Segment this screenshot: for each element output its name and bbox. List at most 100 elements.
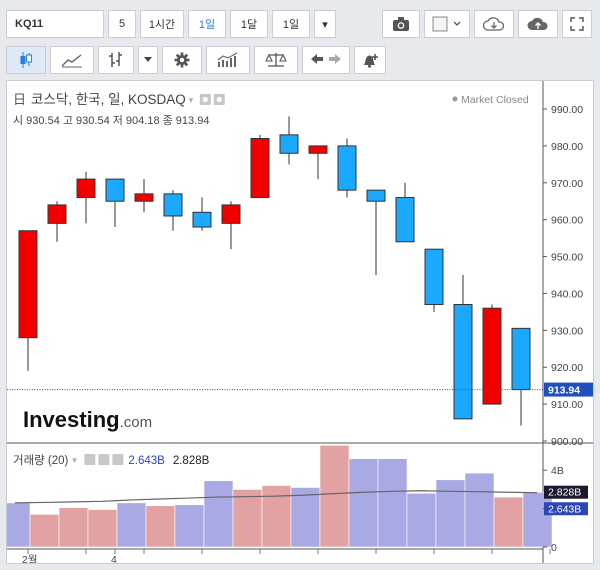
interval-label: 5	[118, 18, 126, 30]
price-tick-label: 990.00	[551, 104, 583, 116]
candle-body	[482, 307, 502, 405]
price-tick-label: 910.00	[551, 399, 583, 411]
interval-label: 1일	[198, 19, 216, 31]
gear-icon	[174, 52, 190, 68]
candle-body	[250, 138, 270, 199]
volume-bar	[232, 489, 263, 548]
line-type-button[interactable]	[50, 46, 94, 74]
ohlc-values: 시 930.54 고 930.54 저 904.18 종 913.94	[13, 114, 209, 127]
area-chart-icon	[61, 54, 82, 68]
price-tick-label: 980.00	[551, 141, 583, 153]
volume-bar	[174, 504, 205, 548]
candle-body	[395, 197, 415, 243]
title-glyph-icon: 日	[13, 92, 26, 107]
candle-body	[308, 145, 328, 154]
volume-bar	[522, 491, 553, 548]
volume-bar	[145, 505, 176, 548]
market-status: Market Closed	[461, 94, 529, 106]
price-tick-label: 970.00	[551, 178, 583, 190]
price-tick-label: 900.00	[551, 436, 583, 448]
candle-body	[105, 178, 125, 202]
indicators-icon	[217, 52, 238, 67]
tools-toolbar	[6, 44, 594, 76]
snapshot-button[interactable]	[382, 10, 420, 38]
bell-plus-icon	[364, 54, 378, 68]
alert-button[interactable]	[354, 46, 386, 74]
market-status-dot	[452, 96, 458, 102]
price-chart[interactable]: 900.00 910.00 920.00 930.00 940.00 950.00 960.…	[0, 81, 593, 566]
volume-bar	[29, 514, 60, 548]
candle-body	[76, 178, 96, 199]
bar-type-button[interactable]	[98, 46, 134, 74]
volume-bar	[464, 472, 495, 548]
interval-button-1d-alt[interactable]: 1일	[272, 10, 310, 38]
fullscreen-icon	[570, 17, 584, 31]
indicators-button[interactable]	[206, 46, 250, 74]
candle-body	[424, 248, 444, 306]
investing-logo-suffix: .com	[120, 414, 153, 431]
ma-value-badge	[544, 485, 588, 499]
camera-icon	[393, 17, 409, 31]
candle-body	[279, 134, 299, 154]
volume-bar	[290, 487, 321, 548]
volume-bar	[377, 458, 408, 548]
volume-bar	[261, 485, 292, 548]
cloud-download-button[interactable]	[474, 10, 514, 38]
volume-value-badge	[544, 502, 588, 516]
symbol-input[interactable]: KQ11	[6, 10, 104, 38]
investing-logo: Investing	[23, 407, 120, 432]
interval-label: 1시간	[148, 19, 176, 31]
interval-button-1h[interactable]: 1시간	[140, 10, 184, 38]
volume-value-label: 2.643B	[548, 503, 581, 515]
compare-button[interactable]	[254, 46, 298, 74]
eye-icon-pupil	[202, 96, 208, 103]
price-tick-label: 960.00	[551, 215, 583, 227]
candle-body	[18, 230, 38, 339]
title-chevron-down-icon: ▾	[189, 95, 194, 105]
price-tick-label: 940.00	[551, 288, 583, 300]
candle-body	[366, 189, 386, 202]
price-tick-label: 950.00	[551, 252, 583, 264]
chart-panel: 900.00 910.00 920.00 930.00 940.00 950.00 960.…	[0, 80, 594, 566]
candle-body	[221, 204, 241, 224]
volume-bar	[493, 496, 524, 548]
gear-icon	[98, 454, 110, 465]
close-icon	[112, 454, 124, 465]
volume-bar	[116, 502, 147, 548]
volume-tick-label: 0	[551, 542, 557, 554]
x-tick-label: 4	[111, 554, 117, 563]
candle-body	[511, 327, 531, 391]
candle-body	[47, 204, 67, 224]
ohlc-bar-icon	[109, 52, 122, 67]
candle-body	[453, 304, 473, 420]
candle-body	[163, 193, 183, 217]
fullscreen-button[interactable]	[562, 10, 592, 38]
volume-bar	[435, 479, 466, 548]
settings-button[interactable]	[162, 46, 202, 74]
interval-button-1d[interactable]: 1일	[188, 10, 226, 38]
chart-title: 코스닥, 한국, 일, KOSDAQ	[31, 92, 186, 107]
volume-bar	[348, 458, 379, 548]
top-toolbar: KQ11 5 1시간 1일 1달 1일 ▾	[6, 8, 594, 40]
gear-icon-center	[216, 96, 222, 103]
chevron-down-icon: ▾	[322, 18, 328, 31]
cloud-upload-button[interactable]	[518, 10, 558, 38]
x-tick-label: 2월	[22, 554, 38, 563]
volume-bar	[0, 502, 31, 548]
chart-type-dropdown[interactable]	[138, 46, 158, 74]
interval-button-5[interactable]: 5	[108, 10, 136, 38]
cloud-upload-icon	[527, 17, 548, 30]
candle-body	[192, 211, 212, 228]
candlestick-type-button[interactable]	[6, 46, 46, 74]
cloud-download-icon	[482, 17, 505, 31]
volume-title: 거래량 (20)	[13, 454, 69, 467]
interval-button-1m[interactable]: 1달	[230, 10, 268, 38]
undo-redo-button[interactable]	[302, 46, 350, 74]
volume-tick-label: 4B	[551, 465, 564, 477]
volume-bar	[319, 444, 350, 548]
price-tick-label: 920.00	[551, 362, 583, 374]
chart-style-button[interactable]	[424, 10, 470, 38]
square-icon	[432, 16, 461, 32]
scale-icon	[265, 53, 287, 67]
interval-dropdown-button[interactable]: ▾	[314, 10, 336, 38]
